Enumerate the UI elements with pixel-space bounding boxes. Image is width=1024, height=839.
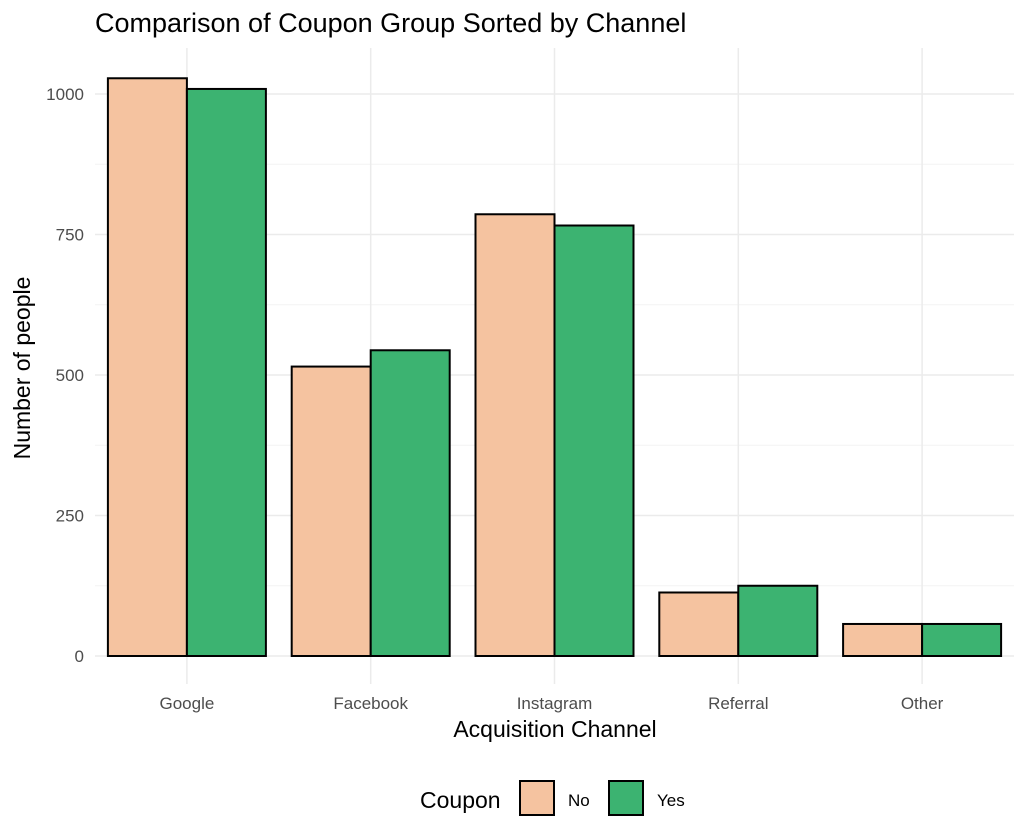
y-tick-label: 0	[75, 647, 84, 666]
x-tick-label: Google	[159, 694, 214, 713]
legend-key-yes	[608, 780, 644, 816]
legend-title: Coupon	[420, 787, 501, 813]
y-tick-label: 1000	[46, 85, 84, 104]
bar-google-yes	[185, 87, 267, 657]
x-axis-ticks: Google Facebook Instagram Referral Other	[159, 694, 943, 713]
legend-label-no: No	[568, 791, 590, 810]
x-tick-label: Facebook	[333, 694, 408, 713]
bar-referral-yes	[737, 584, 819, 657]
y-axis-ticks: 0 250 500 750 1000	[46, 85, 84, 666]
bar-referral-no	[658, 591, 740, 658]
y-axis-title: Number of people	[9, 277, 35, 460]
chart-title: Comparison of Coupon Group Sorted by Cha…	[95, 8, 686, 38]
y-tick-label: 750	[56, 226, 84, 245]
bar-other-yes	[921, 622, 1003, 658]
bar-facebook-yes	[369, 349, 451, 657]
bars	[106, 77, 1003, 658]
x-tick-label: Referral	[708, 694, 768, 713]
x-tick-label: Other	[901, 694, 944, 713]
legend: Coupon No Yes	[420, 780, 685, 816]
bar-instagram-yes	[553, 224, 635, 657]
y-tick-label: 250	[56, 507, 84, 526]
y-tick-label: 500	[56, 366, 84, 385]
bar-facebook-no	[290, 365, 372, 657]
x-tick-label: Instagram	[517, 694, 593, 713]
x-axis-title: Acquisition Channel	[453, 716, 656, 742]
legend-key-no	[519, 780, 555, 816]
bar-google-no	[106, 77, 188, 658]
legend-label-yes: Yes	[657, 791, 685, 810]
bar-other-no	[842, 622, 924, 658]
bar-instagram-no	[474, 213, 556, 657]
